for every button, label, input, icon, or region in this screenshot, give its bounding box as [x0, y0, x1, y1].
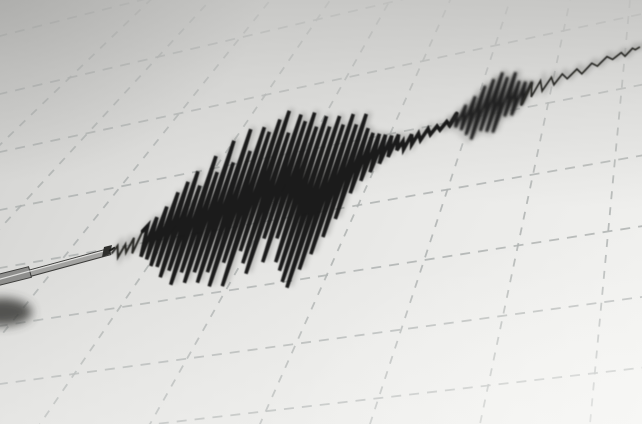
stylus-sleeve: [0, 266, 33, 286]
seismic-trace-second-burst: [448, 71, 534, 141]
stylus-tip: [102, 245, 112, 257]
seismic-trace-start: [111, 224, 149, 261]
seismic-trace-main-burst: [139, 110, 459, 289]
stylus-shadow: [0, 298, 32, 326]
stylus-highlight: [0, 249, 109, 280]
seismic-trace-tail: [520, 46, 641, 106]
